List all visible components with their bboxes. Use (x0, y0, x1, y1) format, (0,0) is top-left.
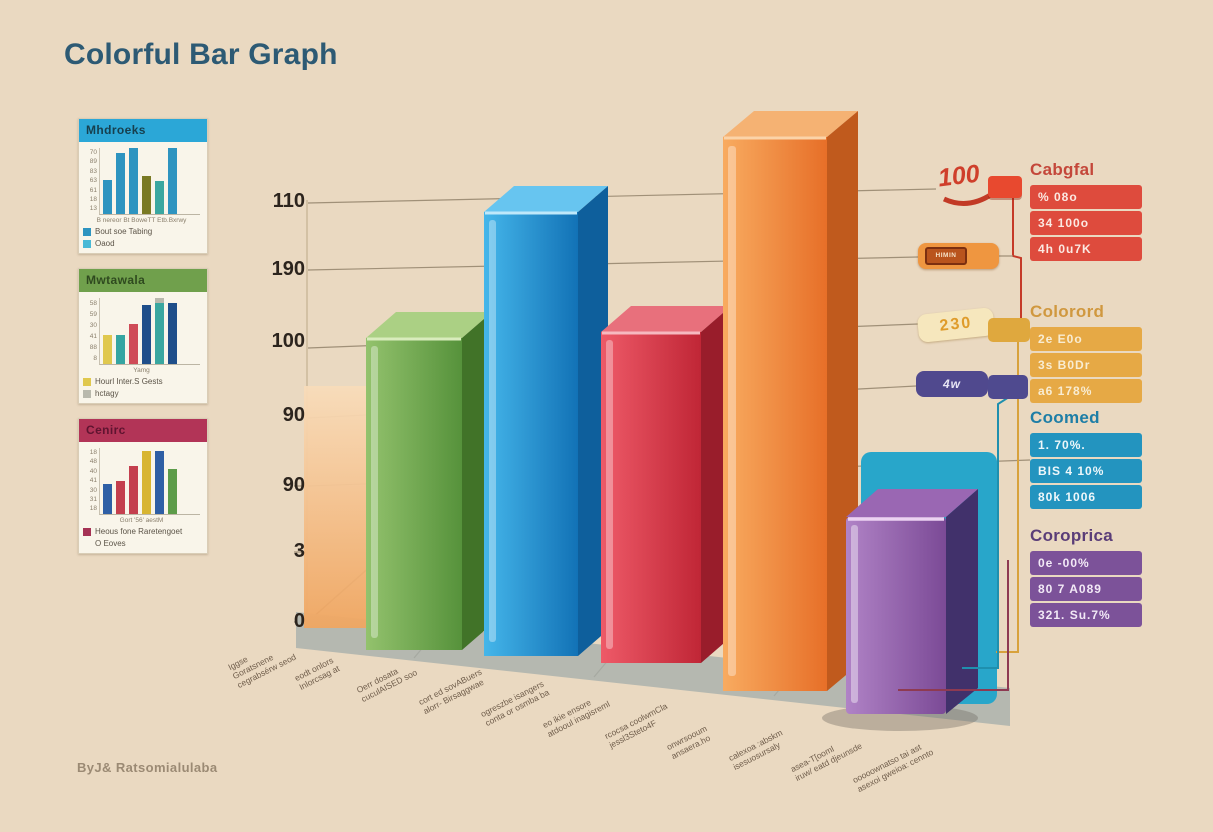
page-title: Colorful Bar Graph (64, 38, 338, 71)
card2-legend-label: Hourl Inter.S Gests (95, 377, 163, 386)
callout-tag-orange-label: HIMIN (925, 247, 967, 265)
callout-marker-amber (988, 318, 1030, 342)
card2-legend-swatch (83, 389, 91, 398)
card2-header: Mwtawala (79, 269, 207, 292)
card2-bar (103, 334, 112, 364)
green-bar (366, 312, 492, 650)
y-tick-label: 190 (271, 258, 305, 280)
tag1-underline-swoosh (942, 191, 994, 206)
card3-bar (103, 484, 112, 514)
inset-chart-card-3: Cenirc 18 48 40 41 30 31 18 Gort '56' ae… (78, 418, 208, 554)
card3-header: Cenirc (79, 419, 207, 442)
legend-panel-amber: Colorord 2e E0o 3s B0Dr a6 178% (1030, 302, 1146, 405)
card1-bar-chart (99, 148, 200, 215)
peach-ghost-bar (304, 386, 368, 628)
y-tick-label: 90 (282, 404, 305, 426)
card2-y-axis-labels: 58 59 30 41 88 8 (89, 300, 97, 362)
card1-bar (142, 175, 151, 214)
card1-header: Mhdroeks (79, 119, 207, 142)
card2-legend-swatch (83, 377, 91, 386)
card1-legend-label: Oaod (95, 239, 115, 248)
card3-bar-chart (99, 448, 200, 515)
attribution-text: ByJ& Ratsomialulaba (77, 760, 218, 775)
legend-row: 1. 70%. (1030, 433, 1142, 457)
card3-bar (116, 481, 125, 514)
legend-panel-title: Coroprica (1030, 526, 1113, 545)
legend-row: 80k 1006 (1030, 485, 1142, 509)
legend-panel-title: Cabgfal (1030, 160, 1095, 179)
legend-row: a6 178% (1030, 379, 1142, 403)
card2-bar (155, 298, 164, 364)
callout-marker-indigo (988, 375, 1028, 399)
card3-legend-swatch (83, 527, 91, 536)
legend-row: 34 100o (1030, 211, 1142, 235)
card1-y-axis-labels: 70 89 83 63 61 18 13 (89, 149, 97, 213)
legend-row: 4h 0u7K (1030, 237, 1142, 261)
legend-row: 80 7 A089 (1030, 577, 1142, 601)
card3-y-axis-labels: 18 48 40 41 30 31 18 (89, 449, 97, 513)
y-tick-label: 100 (271, 330, 305, 352)
legend-row: 2e E0o (1030, 327, 1142, 351)
legend-panel-title: Colorord (1030, 302, 1105, 321)
card3-legend-label: O Eoves (95, 539, 126, 548)
card2-x-caption: Yamg (133, 367, 150, 374)
y-tick-label: 0 (293, 610, 305, 632)
card1-bar (168, 148, 177, 214)
legend-panel-purple: Coroprica 0e -00% 80 7 A089 321. Su.7% (1030, 526, 1146, 629)
blue-bar (484, 186, 608, 656)
legend-panel-red: Cabgfal % 08o 34 100o 4h 0u7K (1030, 160, 1146, 263)
card3-legend-label: Heous fone Raretengoet (95, 527, 183, 536)
orange-bar (723, 111, 858, 691)
card3-bar (155, 451, 164, 514)
card1-legend-swatch (83, 239, 91, 248)
card3-bar (129, 466, 138, 514)
card1-bar (129, 148, 138, 214)
card1-x-caption: B nereor Bt BoweTT Etb.Bxrwy (96, 217, 187, 224)
card1-bar (103, 179, 112, 214)
card3-x-caption: Gort '56' aestM (119, 517, 164, 524)
card1-legend-swatch (83, 227, 91, 236)
inset-chart-card-2: Mwtawala 58 59 30 41 88 8 Yamg Hourl Int… (78, 268, 208, 404)
card2-bar (129, 324, 138, 364)
card2-legend-label: hctagy (95, 389, 119, 398)
card2-bar (142, 304, 151, 364)
inset-chart-card-1: Mhdroeks 70 89 83 63 61 18 13 B nereor B… (78, 118, 208, 254)
red-bar (601, 306, 731, 663)
card2-bar-chart (99, 298, 200, 365)
card1-bar (116, 153, 125, 214)
card2-bar (116, 334, 125, 364)
card3-bar (168, 469, 177, 514)
card3-bar (142, 451, 151, 514)
legend-panel-title: Coomed (1030, 408, 1100, 427)
y-tick-label: 90 (282, 474, 305, 496)
y-tick-label: 110 (272, 190, 305, 212)
callout-marker-red (988, 176, 1022, 198)
card2-bar (168, 303, 177, 364)
card1-bar (155, 181, 164, 214)
legend-row: 321. Su.7% (1030, 603, 1142, 627)
legend-row: 0e -00% (1030, 551, 1142, 575)
callout-tag-indigo: 4w (916, 371, 988, 397)
callout-value-label: 100 (936, 159, 982, 193)
card1-legend-label: Bout soe Tabing (95, 227, 153, 236)
callout-tag-orange: HIMIN (918, 243, 999, 269)
y-tick-label: 3 (293, 540, 305, 562)
purple-bar (846, 489, 978, 714)
legend-row: 3s B0Dr (1030, 353, 1142, 377)
legend-row: % 08o (1030, 185, 1142, 209)
legend-panel-teal: Coomed 1. 70%. BIS 4 10% 80k 1006 (1030, 408, 1146, 511)
legend-row: BIS 4 10% (1030, 459, 1142, 483)
